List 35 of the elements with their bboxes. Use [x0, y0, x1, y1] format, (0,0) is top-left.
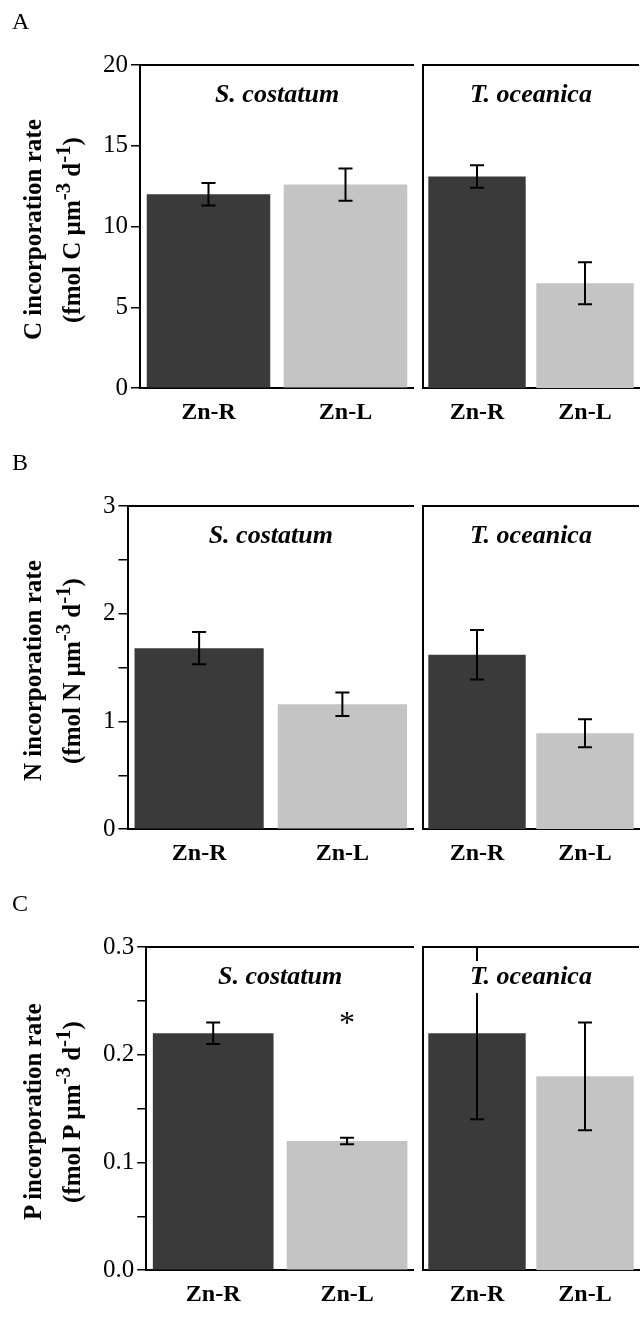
x-tick-label: Zn-R [181, 397, 237, 424]
x-tick-label: Zn-L [558, 1279, 612, 1306]
text: A [12, 8, 30, 35]
x-tick-label: Zn-L [318, 397, 373, 424]
text: S. costatum [208, 519, 333, 549]
y-tick-label: 0 [115, 372, 128, 400]
y-tick-label: 0.1 [103, 1147, 135, 1175]
text: T. oceanica [470, 78, 592, 108]
x-tick-label: Zn-R [449, 397, 505, 424]
text: S. costatum [218, 960, 343, 990]
x-tick-label: Zn-L [320, 1279, 374, 1306]
y-tick-label: 3 [103, 490, 116, 518]
y-tick-label: 2 [103, 598, 116, 626]
y-tick-label: 10 [103, 211, 128, 239]
y-tick-label: 0 [103, 813, 116, 841]
text: T. oceanica [470, 519, 592, 549]
x-tick-label: Zn-R [449, 838, 505, 865]
y-tick-label: 0.0 [103, 1254, 135, 1282]
text: C [12, 890, 29, 917]
text: T. oceanica [470, 960, 592, 990]
y-tick-label: 15 [103, 130, 128, 158]
y-tick-label: 0.3 [103, 931, 135, 959]
x-tick-label: Zn-R [171, 838, 228, 865]
annotation: * [339, 1003, 356, 1040]
x-tick-label: Zn-R [449, 1279, 505, 1306]
y-tick-label: 1 [103, 706, 116, 734]
x-tick-label: Zn-L [315, 838, 370, 865]
x-tick-label: Zn-R [185, 1279, 242, 1306]
text: B [12, 449, 29, 476]
y-tick-label: 0.2 [103, 1039, 135, 1067]
y-tick-label: 5 [115, 291, 128, 319]
y-tick-label: 20 [103, 49, 128, 77]
x-tick-label: Zn-L [558, 397, 612, 424]
x-tick-label: Zn-L [558, 838, 612, 865]
text: S. costatum [214, 78, 340, 108]
